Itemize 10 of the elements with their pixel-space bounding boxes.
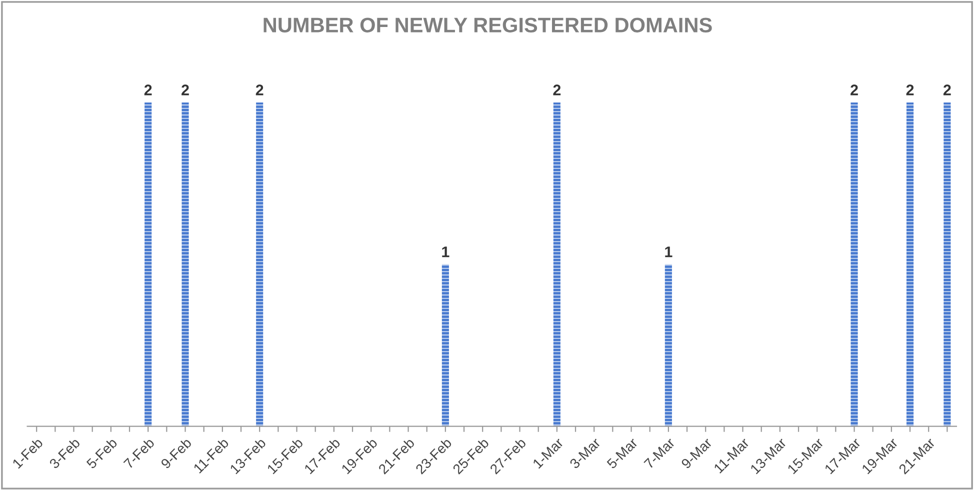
- data-label: 2: [144, 84, 152, 96]
- data-label: 1: [442, 246, 450, 258]
- data-label: 2: [850, 84, 858, 96]
- data-label: 2: [182, 84, 189, 96]
- chart-title: NUMBER OF NEWLY REGISTERED DOMAINS: [264, 18, 712, 32]
- data-label: 2: [943, 84, 951, 96]
- data-label: 1: [665, 246, 672, 258]
- data-label: 2: [553, 84, 561, 96]
- data-label: 2: [256, 84, 264, 96]
- data-label: 2: [906, 84, 914, 96]
